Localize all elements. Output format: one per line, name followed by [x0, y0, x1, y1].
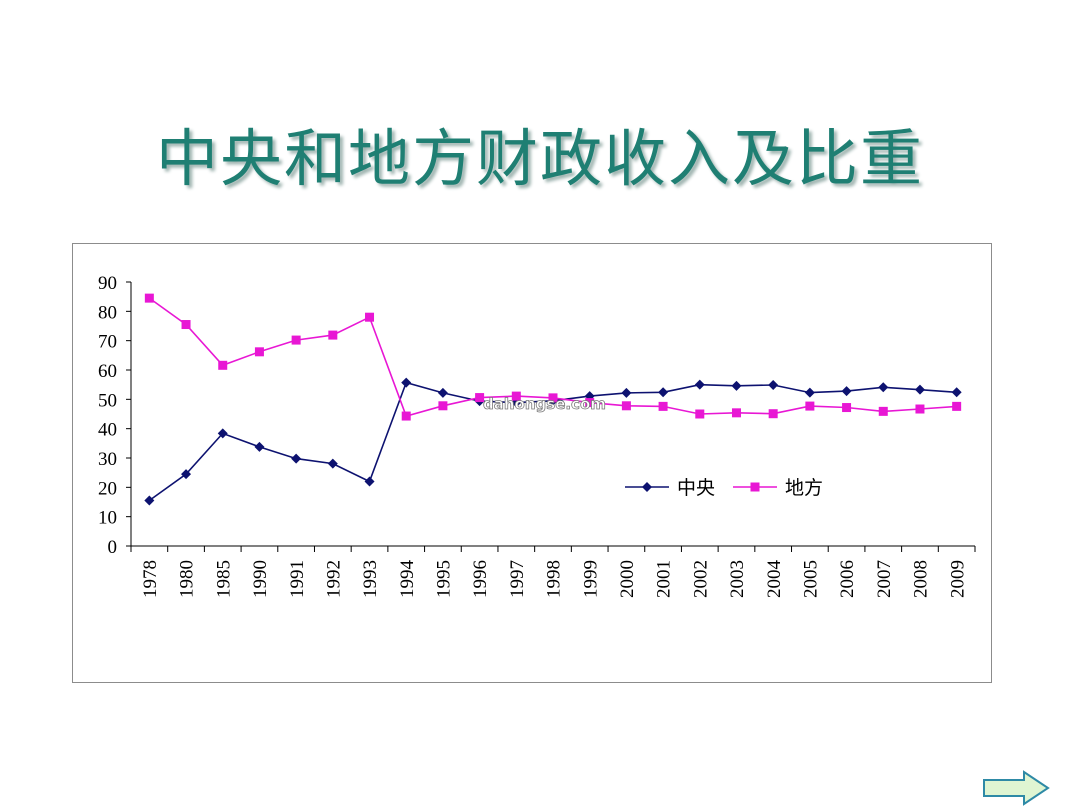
data-point-square — [805, 401, 815, 411]
data-point-square — [144, 293, 154, 303]
data-point-square — [438, 401, 448, 411]
data-point-diamond — [841, 386, 852, 397]
x-tick-label: 1999 — [580, 560, 601, 598]
x-tick-label: 1980 — [177, 560, 198, 598]
watermark-text: dahongse.com — [483, 395, 606, 413]
legend-label: 中央 — [677, 477, 715, 499]
x-tick-label: 2005 — [801, 560, 822, 598]
data-point-diamond — [914, 384, 925, 395]
data-point-square — [695, 409, 705, 419]
data-point-diamond — [804, 387, 815, 398]
x-tick-label: 2003 — [727, 560, 748, 598]
data-point-square — [401, 411, 411, 421]
y-tick-label: 60 — [98, 361, 117, 382]
data-point-diamond — [621, 387, 632, 398]
data-point-square — [658, 401, 668, 411]
data-point-diamond — [181, 469, 192, 480]
data-point-diamond — [144, 495, 155, 506]
x-tick-label: 2002 — [690, 560, 711, 598]
legend-marker-diamond — [642, 482, 652, 492]
y-tick-label: 30 — [98, 449, 117, 470]
data-point-diamond — [694, 379, 705, 390]
data-point-square — [621, 401, 631, 411]
y-tick-label: 10 — [98, 508, 117, 529]
data-point-square — [218, 360, 228, 370]
chart-axes: 0 10 20 30 40 50 60 70 80 90 1978 1980 1985 1990 1991 1… — [98, 273, 976, 599]
data-point-square — [181, 320, 191, 330]
data-point-square — [768, 409, 778, 419]
chart-series-markers — [144, 293, 962, 506]
x-tick-label: 1997 — [507, 560, 528, 598]
data-point-square — [254, 347, 264, 357]
x-tick-label: 1985 — [213, 560, 234, 598]
x-tick-label: 1998 — [544, 560, 565, 598]
data-point-diamond — [731, 380, 742, 391]
x-tick-label: 1993 — [360, 560, 381, 598]
data-point-diamond — [401, 377, 412, 388]
data-point-square — [548, 393, 558, 403]
data-point-square — [878, 406, 888, 416]
x-tick-label: 2008 — [911, 560, 932, 598]
legend-label: 地方 — [785, 477, 823, 499]
y-tick-label: 40 — [98, 420, 117, 441]
chart-frame: 0 10 20 30 40 50 60 70 80 90 1978 1980 1985 1990 1991 1… — [72, 243, 992, 683]
x-tick-label: 2004 — [764, 560, 785, 599]
line-chart: 0 10 20 30 40 50 60 70 80 90 1978 1980 1985 1990 1991 1… — [98, 273, 976, 599]
data-point-diamond — [254, 441, 265, 452]
x-tick-label: 1991 — [287, 560, 308, 598]
data-point-diamond — [364, 476, 375, 487]
data-point-square — [585, 398, 595, 408]
data-point-diamond — [878, 382, 889, 393]
data-point-diamond — [658, 387, 669, 398]
right-arrow-icon — [983, 770, 1050, 806]
data-point-square — [475, 393, 485, 403]
next-slide-button[interactable] — [982, 770, 1052, 806]
data-point-diamond — [437, 387, 448, 398]
y-tick-label: 70 — [98, 332, 117, 353]
y-tick-label: 50 — [98, 390, 117, 411]
x-tick-label: 2000 — [617, 560, 638, 598]
x-tick-label: 1978 — [140, 560, 161, 598]
slide-title: 中央和地方财政收入及比重 — [155, 122, 924, 195]
y-tick-label: 20 — [98, 478, 117, 499]
data-point-square — [365, 312, 375, 322]
y-tick-label: 80 — [98, 302, 117, 323]
data-point-square — [842, 403, 852, 413]
data-point-square — [731, 408, 741, 418]
data-point-diamond — [768, 379, 779, 390]
data-point-square — [328, 330, 338, 340]
x-tick-label: 1996 — [470, 560, 491, 598]
x-tick-label: 2007 — [874, 560, 895, 598]
chart-legend: 中央 地方 — [625, 477, 823, 499]
y-tick-label: 0 — [108, 537, 118, 558]
data-point-diamond — [291, 453, 302, 464]
x-tick-label: 1995 — [434, 560, 455, 598]
data-point-square — [915, 404, 925, 414]
x-tick-label: 2009 — [947, 560, 968, 598]
data-point-square — [291, 335, 301, 345]
data-point-diamond — [217, 428, 228, 439]
x-tick-label: 1994 — [397, 560, 418, 599]
x-tick-label: 1990 — [250, 560, 271, 598]
x-tick-label: 2006 — [837, 560, 858, 598]
y-tick-label: 90 — [98, 273, 117, 294]
x-tick-label: 1992 — [323, 560, 344, 598]
data-point-diamond — [951, 387, 962, 398]
x-tick-label: 2001 — [654, 560, 675, 598]
data-point-square — [952, 401, 962, 411]
legend-marker-square — [750, 482, 760, 492]
data-point-diamond — [327, 458, 338, 469]
data-point-square — [511, 391, 521, 401]
